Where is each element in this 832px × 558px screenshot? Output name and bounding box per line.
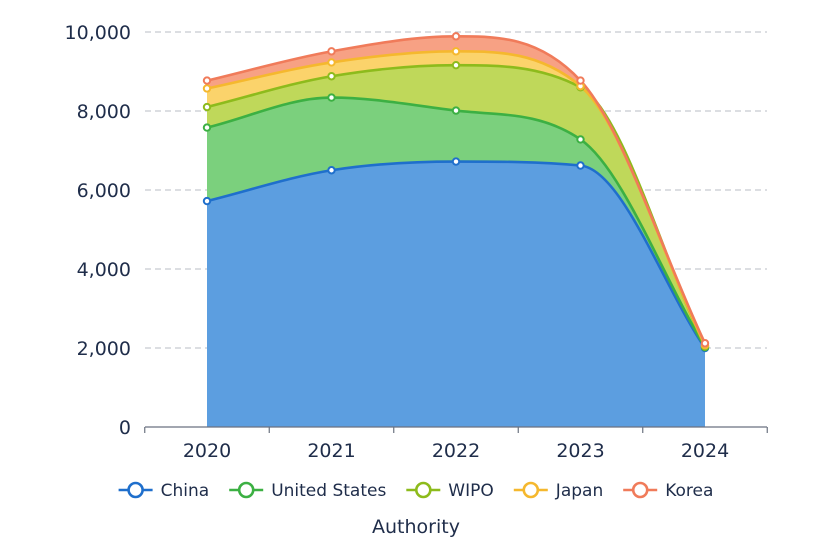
legend-item-wipo[interactable]: WIPO [406,481,493,501]
point-china-2022[interactable] [453,158,459,164]
legend-marker-icon [239,483,253,497]
point-china-2020[interactable] [204,198,210,204]
point-united-states-2020[interactable] [204,124,210,130]
stacked-area-chart: 2020 2021 2022 2023 2024 0 2,000 4,000 6,000 8,00… [0,0,832,558]
legend-marker-icon [416,483,430,497]
point-japan-2022[interactable] [453,48,459,54]
y-tick-label: 8,000 [77,101,131,123]
chart-container: 2020 2021 2022 2023 2024 0 2,000 4,000 6,000 8,00… [0,0,832,558]
legend-label: United States [271,481,386,501]
x-axis-title: Authority [372,516,460,538]
point-united-states-2022[interactable] [453,107,459,113]
legend-marker-icon [129,483,143,497]
point-korea-2024[interactable] [702,340,708,346]
x-tick-label: 2020 [183,440,231,462]
point-wipo-2021[interactable] [328,73,334,79]
x-tick-label: 2022 [432,440,480,462]
legend-marker-icon [524,483,538,497]
point-china-2021[interactable] [328,167,334,173]
y-tick-label: 4,000 [77,259,131,281]
legend-label: Japan [555,481,603,501]
area-fills [207,36,705,427]
x-tick-label: 2021 [307,440,355,462]
point-wipo-2020[interactable] [204,104,210,110]
legend-item-china[interactable]: China [119,481,210,501]
legend-item-united-states[interactable]: United States [229,481,386,501]
point-korea-2023[interactable] [577,77,583,83]
legend-label: WIPO [448,481,493,501]
point-united-states-2021[interactable] [328,94,334,100]
y-tick-label: 6,000 [77,180,131,202]
point-korea-2022[interactable] [453,33,459,39]
point-korea-2020[interactable] [204,77,210,83]
legend-label: Korea [665,481,713,501]
point-japan-2020[interactable] [204,85,210,91]
y-tick-label: 2,000 [77,338,131,360]
legend-item-korea[interactable]: Korea [623,481,713,501]
y-tick-label: 10,000 [65,22,131,44]
legend-item-japan[interactable]: Japan [514,481,603,501]
point-korea-2021[interactable] [328,48,334,54]
x-tick-label: 2023 [556,440,604,462]
legend-label: China [161,481,210,501]
legend: China United States WIPO Japan Korea [119,481,714,501]
x-tick-label: 2024 [681,440,729,462]
point-china-2023[interactable] [577,162,583,168]
y-tick-label: 0 [119,417,131,439]
legend-marker-icon [633,483,647,497]
point-wipo-2022[interactable] [453,62,459,68]
point-united-states-2023[interactable] [577,136,583,142]
point-japan-2021[interactable] [328,59,334,65]
